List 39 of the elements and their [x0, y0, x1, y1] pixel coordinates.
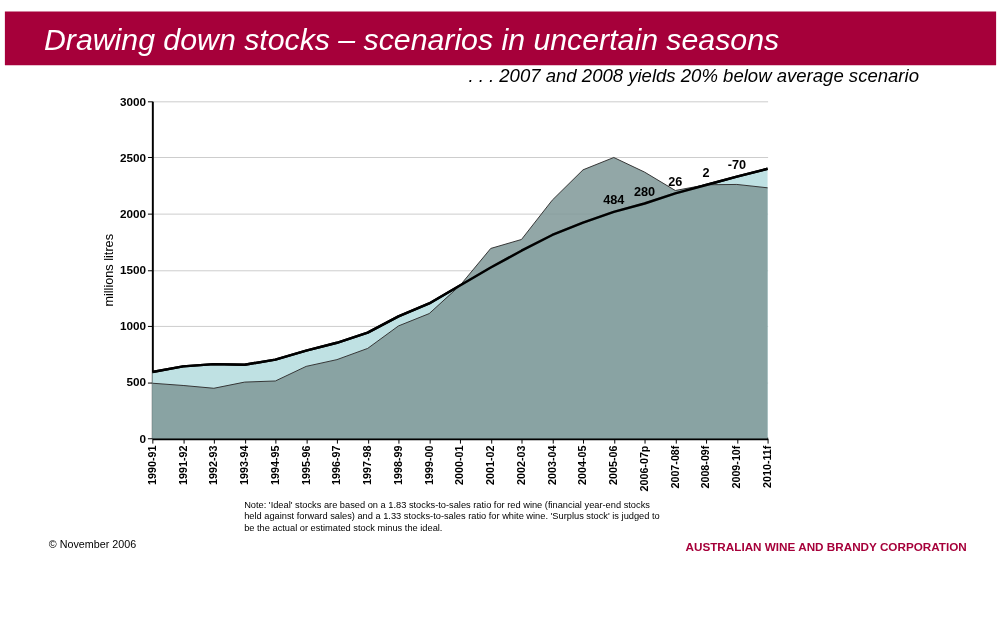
- x-tick-label: 1992-93: [207, 445, 220, 485]
- x-tick-label: 2005-06: [607, 445, 620, 485]
- x-tick-label: 2006-07p: [637, 445, 650, 492]
- x-tick-label: 1996-97: [330, 445, 343, 485]
- x-tick-label: 2007-08f: [668, 445, 681, 489]
- y-tick-label: 1500: [119, 263, 147, 277]
- x-tick-label: 1994-95: [268, 445, 281, 485]
- text: © November 2006: [48, 537, 137, 550]
- y-tick-label: 3000: [119, 94, 147, 108]
- x-tick-label: 2000-01: [453, 445, 466, 485]
- y-tick-label: 0: [139, 431, 147, 445]
- x-tick-label: 2002-03: [514, 445, 527, 485]
- annotation: 26: [668, 174, 683, 189]
- x-tick-label: 2003-04: [545, 445, 558, 485]
- x-tick-label: 1997-98: [361, 445, 374, 485]
- chart-subtitle: . . . 2007 and 2008 yields 20% below average scenario: [468, 64, 919, 86]
- y-tick-label: 1000: [119, 319, 147, 333]
- y-tick-label: 2000: [119, 207, 147, 221]
- x-tick-label: 2009-10f: [730, 445, 743, 489]
- text: Note: 'Ideal' stocks are based on a 1.83 stocks-to-sales ratio for red wine (financial year-end stocks held against forward sales) and a 1.33 stocks-to-sales ratio for white wine. 'Surplus stock' is judged to be the actual or estimated stock minus the ideal.: [244, 499, 660, 534]
- y-tick-label: 500: [126, 375, 147, 389]
- x-tick-label: 2004-05: [576, 445, 589, 485]
- x-tick-label: 1990-91: [145, 445, 158, 485]
- text: AUSTRALIAN WINE AND BRANDY CORPORATION: [685, 539, 967, 553]
- x-tick-label: 1998-99: [391, 445, 404, 485]
- annotation: 2: [702, 166, 710, 181]
- x-tick-label: 1999-00: [422, 445, 435, 485]
- x-tick-label: 2001-02: [484, 445, 497, 485]
- y-axis-title: millions litres: [102, 233, 117, 307]
- x-tick-label: 1993-94: [238, 445, 251, 485]
- annotation: -70: [727, 157, 747, 172]
- annotation: 280: [633, 184, 656, 199]
- x-tick-label: 1991-92: [176, 445, 189, 485]
- y-tick-label: 2500: [119, 150, 147, 164]
- x-tick-label: 1995-96: [299, 445, 312, 485]
- x-tick-label: 2010-11f: [761, 445, 774, 488]
- annotation: 484: [603, 193, 625, 208]
- x-tick-label: 2008-09f: [699, 445, 712, 489]
- chart-title: Drawing down stocks – scenarios in uncertain seasons: [43, 22, 780, 56]
